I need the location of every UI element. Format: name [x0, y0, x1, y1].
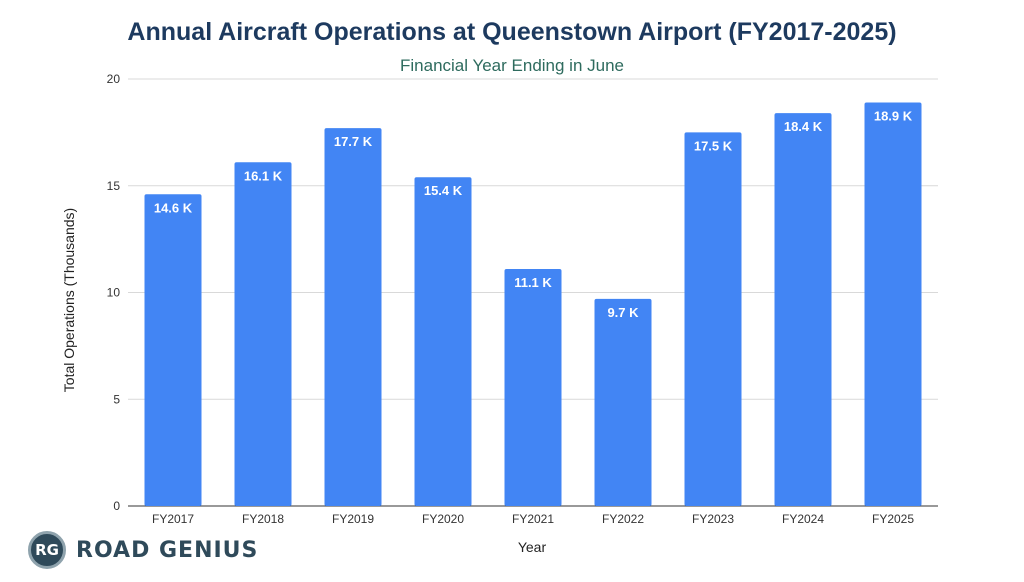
y-tick-label: 20: [107, 72, 121, 86]
bar: [144, 194, 202, 507]
x-tick-label: FY2024: [782, 512, 824, 526]
bar: [684, 132, 742, 506]
y-axis-title: Total Operations (Thousands): [61, 208, 77, 392]
chart-title: Annual Aircraft Operations at Queenstown…: [127, 18, 897, 46]
x-tick-labels: FY2017 FY2018 FY2019 FY2020 FY2021 FY2022 FY20…: [152, 512, 914, 526]
bar: [504, 269, 562, 506]
bar-data-label: 15.4 K: [424, 183, 463, 198]
bar: [414, 177, 472, 506]
brand-logo: RG ROAD GENIUS: [28, 530, 258, 570]
x-tick-label: FY2023: [692, 512, 734, 526]
y-tick-label: 10: [107, 286, 121, 300]
x-tick-label: FY2022: [602, 512, 644, 526]
bars: [144, 102, 922, 507]
bar-data-label: 16.1 K: [244, 168, 283, 183]
x-axis-title: Year: [518, 539, 547, 555]
x-tick-label: FY2018: [242, 512, 284, 526]
x-tick-label: FY2019: [332, 512, 374, 526]
bar-data-labels: 14.6 K 16.1 K 17.7 K 15.4 K 11.1 K 9.7 K 17.5 …: [154, 108, 913, 319]
bar-data-label: 18.4 K: [784, 119, 823, 134]
chart-subtitle: Financial Year Ending in June: [400, 56, 624, 75]
bar-data-label: 14.6 K: [154, 200, 193, 215]
bar-data-label: 11.1 K: [514, 275, 552, 290]
bar: [864, 102, 922, 507]
x-tick-label: FY2017: [152, 512, 194, 526]
bar-data-label: 9.7 K: [607, 305, 639, 320]
y-tick-labels: 0 5 10 15 20: [107, 72, 121, 513]
brand-name: ROAD GENIUS: [76, 537, 259, 563]
x-tick-label: FY2021: [512, 512, 554, 526]
bar: [324, 128, 382, 507]
bar: [234, 162, 292, 506]
y-tick-label: 5: [113, 392, 120, 406]
bar-data-label: 18.9 K: [874, 108, 913, 123]
brand-badge-icon: RG: [28, 531, 66, 569]
x-tick-label: FY2025: [872, 512, 914, 526]
bar: [594, 298, 652, 506]
y-tick-label: 0: [113, 499, 120, 513]
bar-data-label: 17.5 K: [694, 138, 733, 153]
bar: [774, 113, 832, 506]
x-tick-label: FY2020: [422, 512, 464, 526]
y-tick-label: 15: [107, 179, 121, 193]
bar-data-label: 17.7 K: [334, 134, 373, 149]
